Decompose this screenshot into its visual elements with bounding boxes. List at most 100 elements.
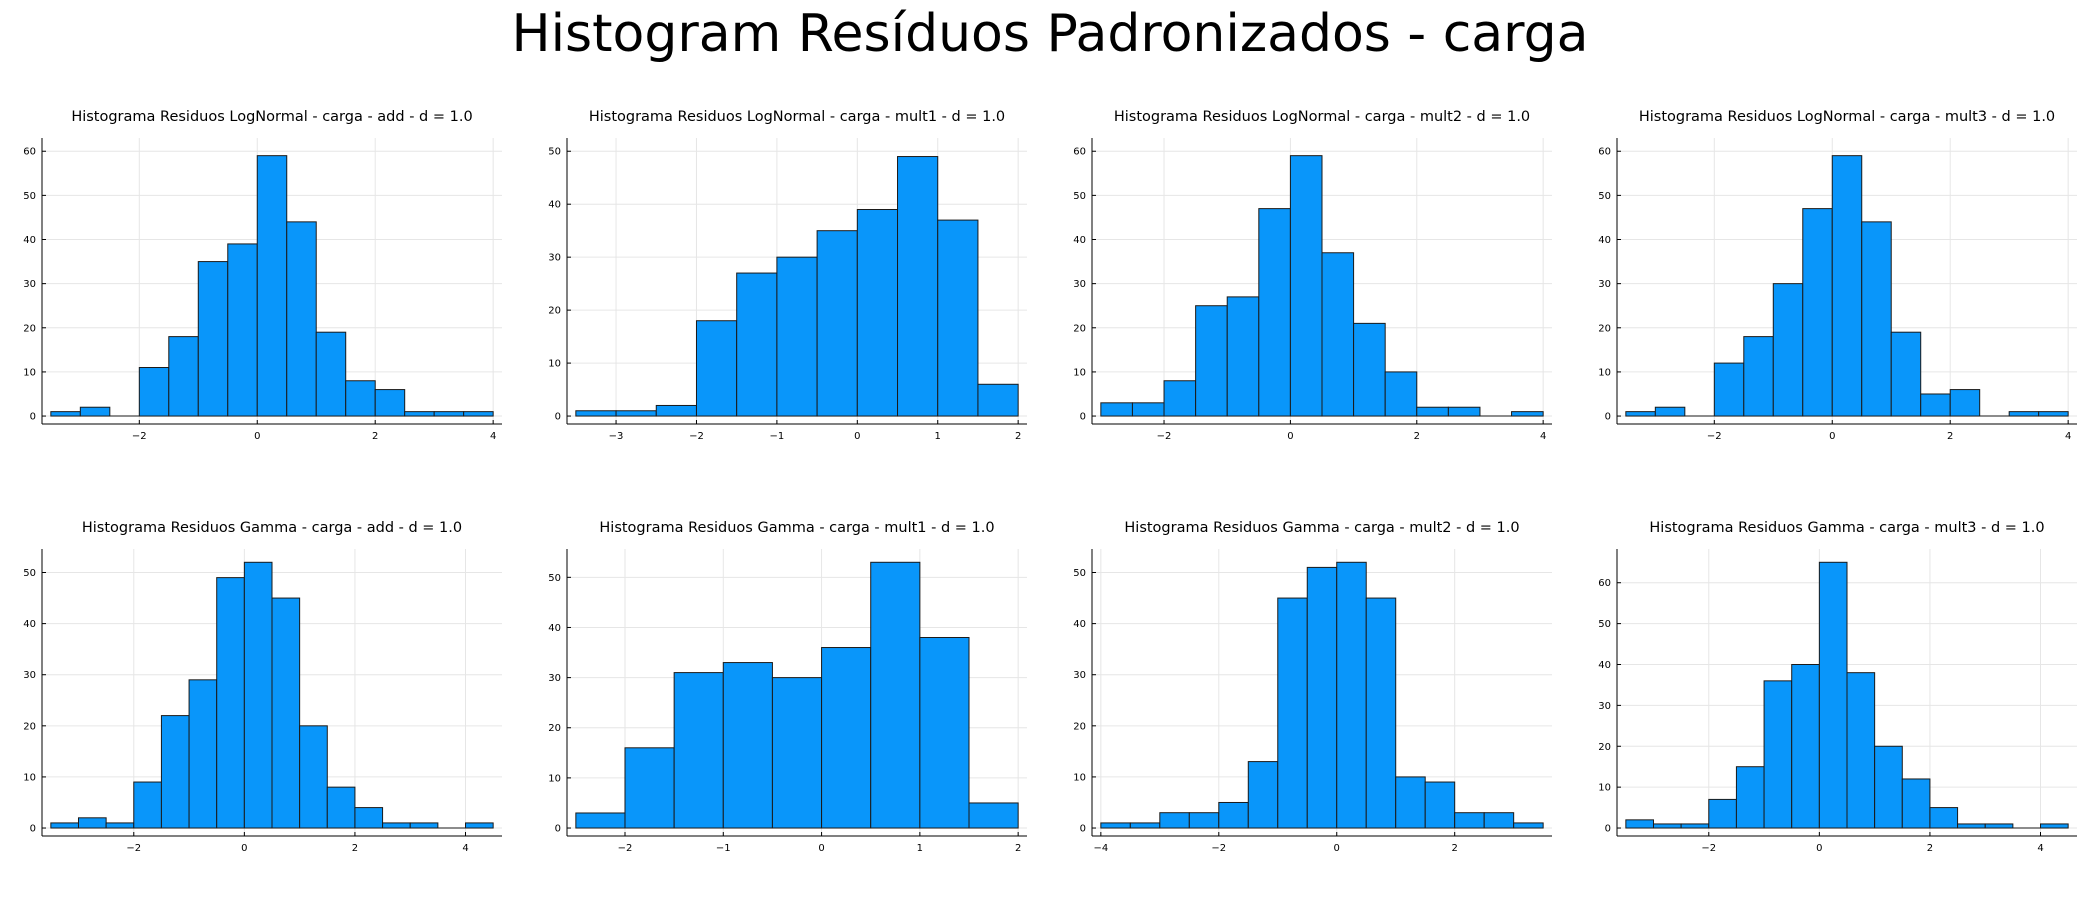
histogram-bar — [188, 679, 218, 829]
histogram-bar — [575, 410, 617, 417]
histogram-bar — [79, 406, 111, 417]
histogram-bar — [776, 256, 818, 417]
y-tick-label: 50 — [1073, 568, 1086, 579]
y-tick-label: 40 — [548, 623, 561, 634]
y-tick-label: 40 — [1073, 619, 1086, 630]
histogram-panel-2: Histograma Residuos LogNormal - carga - … — [548, 109, 1027, 442]
histogram-panel-7: Histograma Residuos Gamma - carga - mult… — [1073, 520, 1552, 854]
histogram-bar — [1831, 155, 1863, 417]
histogram-bar — [1321, 252, 1355, 417]
histogram-bar — [1195, 305, 1228, 417]
histogram-bar — [133, 781, 162, 829]
y-tick-label: 20 — [23, 323, 36, 334]
histogram-bar — [1984, 823, 2014, 829]
y-tick-label: 20 — [548, 723, 561, 734]
histogram-bar — [1454, 812, 1485, 829]
histogram-bar — [1289, 155, 1323, 417]
histogram-bar — [856, 209, 899, 417]
y-tick-label: 0 — [1080, 824, 1086, 835]
y-tick-label: 0 — [1605, 412, 1611, 423]
histogram-bar — [1920, 393, 1951, 417]
histogram-bar — [1159, 812, 1190, 829]
panel-title: Histograma Residuos LogNormal - carga - … — [1114, 109, 1530, 125]
histogram-bar — [937, 219, 979, 417]
histogram-bar — [1861, 221, 1892, 417]
x-tick-label: 2 — [1015, 431, 1021, 442]
x-tick-label: −3 — [609, 431, 624, 442]
panel-title: Histograma Residuos Gamma - carga - mult… — [1124, 520, 1519, 536]
x-tick-label: −2 — [1157, 431, 1172, 442]
x-tick-label: 0 — [1334, 843, 1340, 854]
histogram-bar — [1336, 561, 1367, 829]
histogram-bar — [50, 411, 81, 417]
y-tick-label: 50 — [548, 147, 561, 158]
histogram-bar — [465, 822, 494, 829]
y-tick-label: 30 — [23, 279, 36, 290]
histogram-bar — [1708, 798, 1737, 829]
histogram-bar — [1735, 766, 1765, 829]
histogram-bar — [77, 817, 107, 829]
y-tick-label: 30 — [23, 670, 36, 681]
histogram-panel-8: Histograma Residuos Gamma - carga - mult… — [1598, 520, 2077, 854]
y-tick-label: 60 — [1598, 578, 1611, 589]
histogram-bar — [821, 647, 872, 829]
y-tick-label: 0 — [30, 412, 36, 423]
histogram-bar — [695, 320, 738, 417]
histogram-panel-4: Histograma Residuos LogNormal - carga - … — [1598, 109, 2077, 442]
histogram-bar — [160, 715, 190, 829]
histogram-bar — [382, 822, 411, 829]
histogram-bar — [1791, 663, 1820, 829]
y-tick-label: 40 — [23, 235, 36, 246]
y-tick-label: 30 — [548, 253, 561, 264]
histogram-bar — [409, 822, 439, 829]
histogram-bar — [227, 243, 258, 417]
histogram-panel-6: Histograma Residuos Gamma - carga - mult… — [548, 520, 1027, 854]
panel-title: Histograma Residuos LogNormal - carga - … — [71, 109, 472, 125]
histogram-bar — [271, 597, 301, 829]
y-tick-label: 60 — [1073, 147, 1086, 158]
x-tick-label: 0 — [254, 431, 260, 442]
y-tick-label: 20 — [1598, 742, 1611, 753]
histogram-bar — [1131, 402, 1165, 417]
histogram-bar — [1247, 761, 1279, 829]
histogram-bar — [1395, 776, 1426, 829]
histogram-bar — [1100, 402, 1133, 417]
histogram-bar — [315, 331, 347, 417]
y-tick-label: 10 — [1073, 367, 1086, 378]
histogram-bar — [722, 662, 773, 829]
y-tick-label: 0 — [30, 824, 36, 835]
histogram-bar — [1258, 208, 1291, 417]
x-tick-label: 0 — [854, 431, 860, 442]
panel-title: Histograma Residuos Gamma - carga - mult… — [599, 520, 994, 536]
y-tick-label: 20 — [23, 721, 36, 732]
x-tick-label: −1 — [716, 843, 731, 854]
histogram-bar — [615, 410, 657, 417]
histogram-bar — [1901, 778, 1931, 829]
histogram-bar — [816, 230, 858, 417]
x-tick-label: 2 — [1927, 843, 1933, 854]
histogram-bar — [354, 807, 384, 829]
x-tick-label: 0 — [818, 843, 824, 854]
histogram-panel-1: Histograma Residuos LogNormal - carga - … — [23, 109, 502, 442]
x-tick-label: 4 — [2037, 843, 2043, 854]
histogram-bar — [655, 404, 697, 417]
x-tick-label: 2 — [352, 843, 358, 854]
y-tick-label: 30 — [1598, 701, 1611, 712]
histogram-bar — [243, 561, 273, 829]
histogram-bar — [1743, 336, 1774, 417]
y-tick-label: 40 — [1598, 660, 1611, 671]
histogram-bar — [1874, 745, 1903, 829]
x-tick-label: 2 — [1015, 843, 1021, 854]
histogram-bar — [1654, 406, 1686, 417]
x-tick-label: 1 — [935, 431, 941, 442]
y-tick-label: 30 — [1073, 670, 1086, 681]
y-tick-label: 40 — [548, 200, 561, 211]
histogram-bar — [1416, 406, 1449, 417]
x-tick-label: 2 — [1452, 843, 1458, 854]
y-tick-label: 0 — [1080, 412, 1086, 423]
panel-title: Histograma Residuos LogNormal - carga - … — [1639, 109, 2055, 125]
histogram-bar — [1763, 680, 1793, 829]
x-tick-label: −2 — [1707, 431, 1722, 442]
histogram-bar — [50, 822, 79, 829]
